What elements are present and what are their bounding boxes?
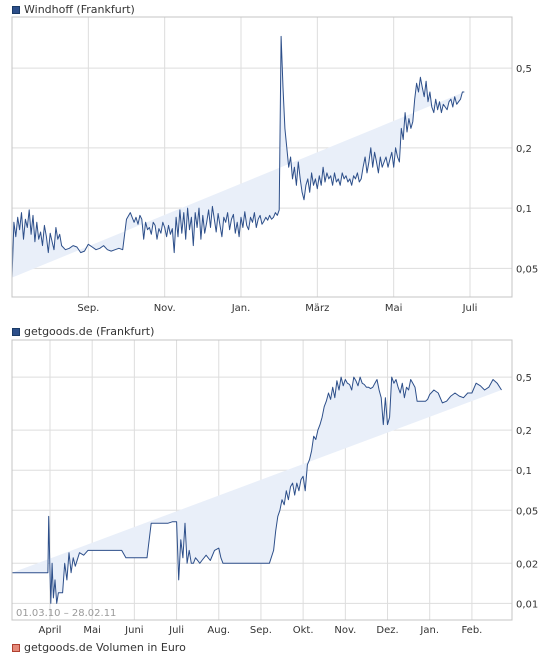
x-tick-label: März [305, 303, 329, 314]
x-tick-label: Jan. [231, 303, 251, 314]
plot-frame [11, 16, 513, 298]
y-tick-label: 0,2 [516, 426, 532, 437]
y-tick-label: 0,05 [516, 506, 538, 517]
price-line [12, 376, 502, 604]
area-fill [12, 377, 502, 604]
y-tick-label: 0,5 [516, 373, 532, 384]
x-tick-label: Juli [462, 303, 478, 314]
x-tick-label: Sep. [250, 625, 272, 636]
x-tick-label: Jan. [419, 625, 439, 636]
x-tick-label: April [39, 625, 62, 636]
price-line [11, 35, 465, 278]
x-tick-label: Dez. [376, 625, 398, 636]
x-tick-label: Mai [385, 303, 403, 314]
y-tick-label: 0,2 [516, 144, 532, 155]
chart-1-windhoff: 0,05 0,1 0,2 0,5 Sep. Nov. Jan. März Mai Juli [11, 16, 538, 314]
date-range-label: 01.03.10 – 28.02.11 [16, 608, 116, 619]
x-tick-label: Juli [168, 625, 184, 636]
series-swatch [12, 5, 20, 14]
y-tick-label: 0,5 [516, 64, 532, 75]
chart-1-title-text: Windhoff (Frankfurt) [24, 3, 135, 16]
x-tick-label: Nov. [154, 303, 176, 314]
y-tick-label: 0,1 [516, 466, 532, 477]
x-tick-label: Nov. [334, 625, 356, 636]
x-tick-label: Juni [124, 625, 143, 636]
y-tick-label: 0,1 [516, 204, 532, 215]
x-tick-label: Sep. [77, 303, 99, 314]
chart-2-title: getgoods.de (Frankfurt) [12, 325, 154, 338]
x-tick-label: Mai [83, 625, 101, 636]
chart-1-title: Windhoff (Frankfurt) [12, 3, 135, 16]
series-swatch [12, 327, 20, 336]
y-tick-label: 0,01 [516, 599, 538, 610]
x-tick-label: Feb. [461, 625, 482, 636]
gridlines [12, 17, 512, 297]
y-tick-label: 0,05 [516, 264, 538, 275]
plot-frame [11, 339, 513, 621]
chart-2-title-text: getgoods.de (Frankfurt) [24, 325, 155, 338]
y-tick-label: 0,02 [516, 559, 538, 570]
x-tick-label: Aug. [207, 625, 230, 636]
chart-2-getgoods: 0,01 0,02 0,05 0,1 0,2 0,5 April Mai Juni Juli Aug… [11, 339, 538, 636]
x-tick-label: Okt. [293, 625, 314, 636]
